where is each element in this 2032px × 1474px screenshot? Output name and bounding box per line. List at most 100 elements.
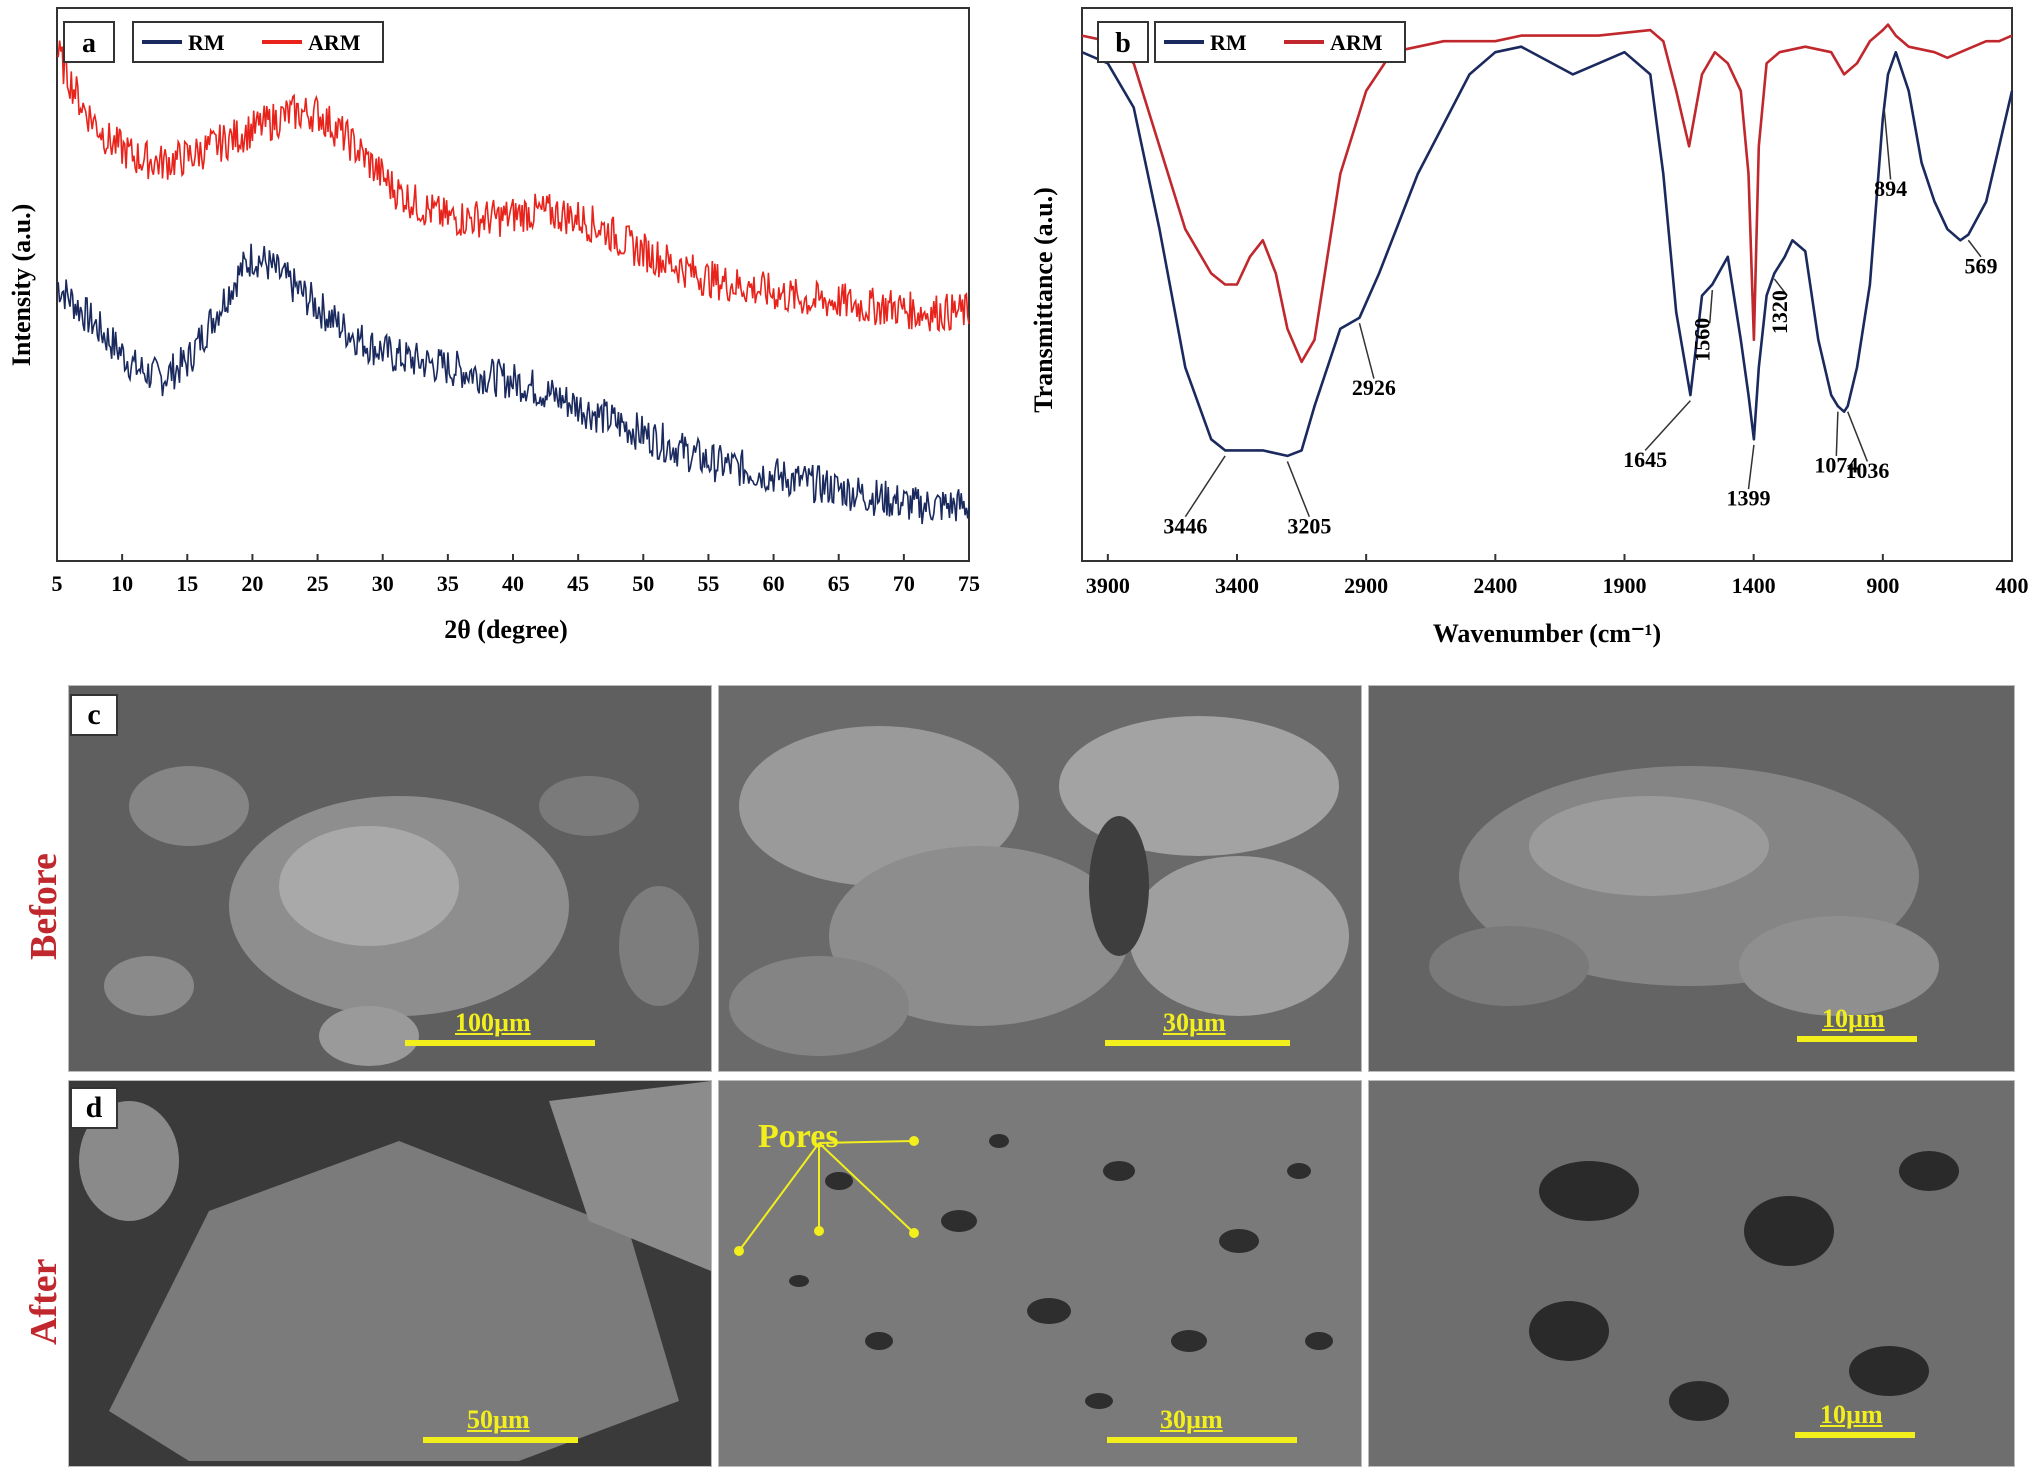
ftir-annotation-arrow	[1644, 400, 1691, 451]
ftir-lines	[1081, 23, 2014, 458]
ftir-annotation-arrow	[1883, 110, 1892, 180]
scale-bar-c3	[1797, 1036, 1917, 1042]
ftir-x-tick-label: 3400	[1215, 573, 1259, 598]
xrd-legend-label: ARM	[308, 30, 361, 55]
sem-texture	[1369, 686, 2014, 1071]
xrd-x-tick-label: 50	[632, 571, 654, 596]
ftir-y-axis-label: Transmittance (a.u.)	[1029, 187, 1058, 413]
xrd-x-tick-label: 45	[567, 571, 589, 596]
xrd-x-tick-label: 35	[437, 571, 459, 596]
xrd-x-tick-label: 70	[893, 571, 915, 596]
scale-text-c1: 100µm	[455, 1008, 531, 1037]
xrd-x-tick-label: 15	[176, 571, 198, 596]
ftir-x-tick-label: 3900	[1086, 573, 1130, 598]
xrd-lines	[56, 40, 970, 525]
ftir-x-tick-label: 2400	[1473, 573, 1517, 598]
ftir-x-tick-label: 1900	[1603, 573, 1647, 598]
ftir-annotation-arrow	[1847, 411, 1869, 462]
ftir-x-tick-label: 1400	[1732, 573, 1776, 598]
row-label-after: After	[23, 1258, 65, 1345]
ftir-annotation-arrow	[1835, 411, 1839, 456]
ftir-annotation-label: 1320	[1767, 290, 1792, 334]
scale-bar-d2	[1107, 1437, 1297, 1443]
ftir-series-arm	[1081, 23, 2013, 364]
sem-texture	[719, 1081, 1361, 1466]
scale-text-d2: 30µm	[1160, 1405, 1223, 1434]
xrd-series-rm	[56, 243, 970, 525]
ftir-legend-label: ARM	[1330, 30, 1383, 55]
sem-after-10um	[1368, 1080, 2015, 1467]
scale-text-d1: 50µm	[467, 1405, 530, 1434]
scale-bar-d3	[1795, 1432, 1915, 1438]
xrd-x-tick-label: 75	[958, 571, 980, 596]
row-label-before: Before	[23, 853, 65, 960]
xrd-x-tick-label: 5	[52, 571, 63, 596]
ftir-annotation-label: 1036	[1845, 458, 1889, 483]
ftir-legend-label: RM	[1210, 30, 1247, 55]
xrd-plot-frame	[56, 7, 970, 562]
ftir-plot-frame	[1081, 7, 2013, 562]
ftir-annotation-arrow	[1709, 289, 1714, 324]
pores-label: Pores	[758, 1118, 839, 1155]
sem-texture	[719, 686, 1361, 1071]
scale-bar-d1	[423, 1437, 578, 1443]
xrd-panel-label-box	[63, 21, 115, 63]
ftir-annotation-label: 1645	[1623, 447, 1667, 472]
xrd-series-arm	[56, 40, 970, 333]
xrd-x-ticks: 5 10 15 20 25 30 35 40 45 50 55 60 65 70 75	[52, 554, 980, 596]
ftir-annotation-label: 1560	[1690, 318, 1715, 362]
ftir-annotation-arrow	[1747, 444, 1755, 490]
ftir-x-tick-label: 900	[1866, 573, 1899, 598]
ftir-annotation-arrow	[1184, 455, 1226, 518]
sem-panel-label-c: c	[70, 694, 118, 736]
xrd-x-tick-label: 55	[697, 571, 719, 596]
xrd-x-tick-label: 20	[241, 571, 263, 596]
xrd-x-tick-label: 65	[828, 571, 850, 596]
sem-after-30um	[718, 1080, 1362, 1467]
ftir-annotation-arrow	[1286, 461, 1311, 518]
ftir-x-tick-label: 400	[1996, 573, 2029, 598]
scale-text-c2: 30µm	[1163, 1008, 1226, 1037]
ftir-annotation-label: 1399	[1727, 486, 1771, 511]
ftir-x-ticks: 3900 3400 2900 2400 1900 1400 900 400	[1086, 554, 2029, 598]
ftir-annotation-label: 1074	[1814, 453, 1858, 478]
xrd-x-tick-label: 10	[111, 571, 133, 596]
xrd-chart: 5 10 15 20 25 30 35 40 45 50 55 60 65 70 75 a RM ARM 2θ…	[7, 7, 980, 644]
sem-texture	[69, 1081, 711, 1466]
sem-before-100um	[68, 685, 712, 1072]
ftir-annotation-arrow	[1358, 323, 1375, 379]
xrd-panel-label: a	[82, 28, 96, 59]
sem-before-30um	[718, 685, 1362, 1072]
scale-bar-c2	[1105, 1040, 1290, 1046]
sem-texture	[1369, 1081, 2014, 1466]
ftir-legend: RM ARM	[1164, 30, 1383, 55]
ftir-annotation-arrow	[1967, 239, 1982, 258]
ftir-annotation-label: 894	[1874, 176, 1907, 201]
ftir-annotation-label: 569	[1965, 253, 1998, 278]
xrd-x-tick-label: 60	[763, 571, 785, 596]
ftir-annotation-label: 2926	[1352, 375, 1396, 400]
xrd-x-axis-label: 2θ (degree)	[444, 615, 568, 644]
ftir-x-tick-label: 2900	[1344, 573, 1388, 598]
scale-text-c3: 10µm	[1822, 1004, 1885, 1033]
ftir-panel-label: b	[1115, 28, 1131, 59]
sem-before-10um	[1368, 685, 2015, 1072]
ftir-annotation-arrow	[1773, 278, 1788, 297]
xrd-y-axis-label: Intensity (a.u.)	[7, 204, 36, 367]
ftir-annotation-label: 3205	[1287, 513, 1331, 538]
sem-panel-label-d: d	[70, 1087, 118, 1129]
xrd-legend-label: RM	[188, 30, 225, 55]
xrd-x-tick-label: 30	[372, 571, 394, 596]
xrd-x-tick-label: 25	[307, 571, 329, 596]
xrd-x-tick-label: 40	[502, 571, 524, 596]
scale-text-d3: 10µm	[1820, 1400, 1883, 1429]
ftir-x-axis-label: Wavenumber (cm⁻¹)	[1433, 619, 1661, 648]
xrd-legend: RM ARM	[142, 30, 361, 55]
ftir-series-rm	[1081, 45, 2014, 458]
sem-after-50um	[68, 1080, 712, 1467]
scale-bar-c1	[405, 1040, 595, 1046]
ftir-annotation-label: 3446	[1163, 513, 1207, 538]
sem-texture	[69, 686, 711, 1071]
